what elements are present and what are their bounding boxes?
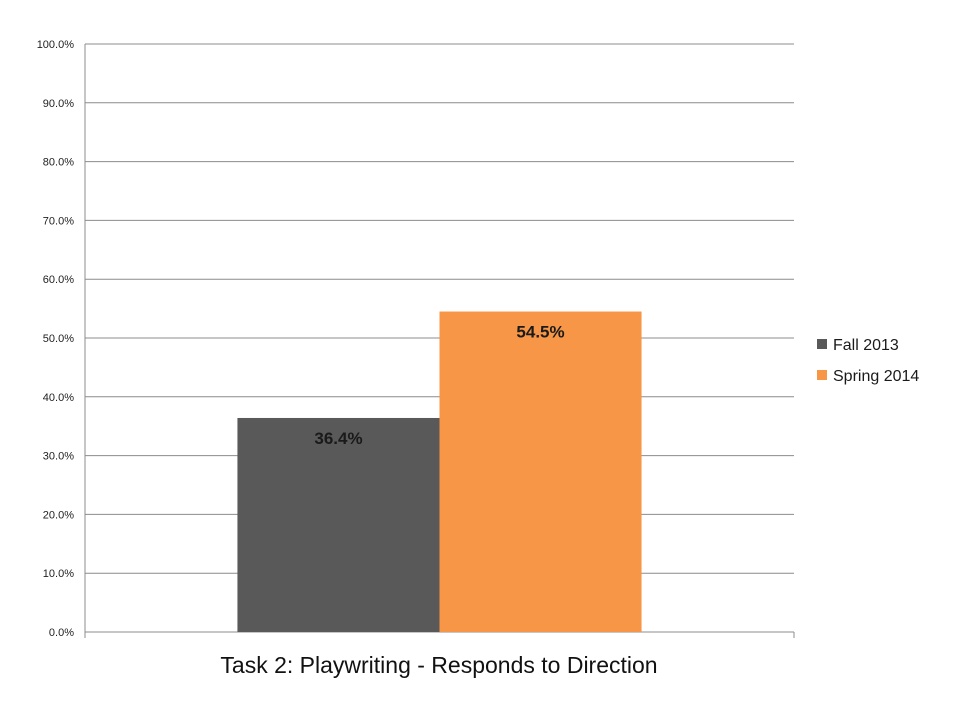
data-label: 54.5% bbox=[516, 323, 564, 342]
y-tick-label: 70.0% bbox=[43, 215, 74, 227]
legend-swatch bbox=[817, 339, 827, 349]
y-tick-label: 90.0% bbox=[43, 98, 74, 110]
y-tick-label: 100.0% bbox=[37, 39, 75, 51]
y-tick-label: 60.0% bbox=[43, 274, 74, 286]
legend-label: Spring 2014 bbox=[833, 368, 919, 385]
y-tick-label: 50.0% bbox=[43, 333, 74, 345]
data-labels: 36.4% 54.5% bbox=[314, 323, 564, 448]
y-tick-label: 30.0% bbox=[43, 451, 74, 463]
bar-spring-2014 bbox=[439, 311, 642, 632]
y-tick-label: 10.0% bbox=[43, 568, 74, 580]
y-tick-label: 0.0% bbox=[49, 627, 74, 639]
bar-fall-2013 bbox=[237, 417, 440, 632]
y-tick-label: 40.0% bbox=[43, 392, 74, 404]
legend-label: Fall 2013 bbox=[833, 337, 899, 354]
y-tick-label: 20.0% bbox=[43, 509, 74, 521]
legend-swatch bbox=[817, 370, 827, 380]
legend: Fall 2013 Spring 2014 bbox=[817, 337, 919, 385]
data-label: 36.4% bbox=[314, 429, 362, 448]
y-axis: 0.0% 10.0% 20.0% 30.0% 40.0% 50.0% 60.0% 70.0% 8… bbox=[37, 39, 795, 639]
chart-title: Task 2: Playwriting - Responds to Direct… bbox=[220, 652, 657, 678]
y-tick-label: 80.0% bbox=[43, 157, 74, 169]
bars bbox=[237, 311, 642, 632]
